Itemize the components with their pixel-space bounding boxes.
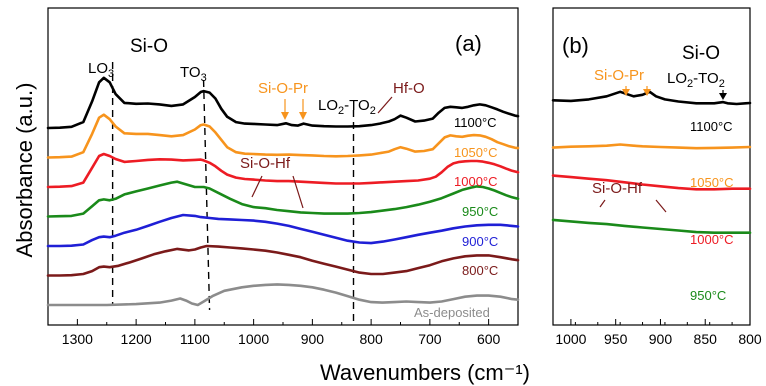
b-x-tick-label-1000: 1000	[555, 331, 586, 347]
panel-b-x-ticks: 1000 950 900 850 800	[552, 319, 762, 347]
b-x-tick-label-950: 950	[604, 331, 628, 347]
y-axis-label: Absorbance (a.u.)	[12, 83, 37, 258]
si-o-hf-pointer-2	[292, 175, 304, 209]
panel-a-reference-lines	[111, 62, 355, 322]
a-series-line-1000c	[46, 152, 520, 189]
a-x-tick-label-700: 700	[418, 331, 442, 347]
a-x-tick-label-800: 800	[359, 331, 383, 347]
series-label-as-deposited: As-deposited	[414, 305, 490, 320]
a-series-line-800c	[46, 244, 520, 277]
panel-b: 1000 950 900 850 800 (b) Si-O-Pr Si-O LO2-TO…	[551, 7, 762, 347]
series-label-1100c: 1100°C	[454, 115, 497, 130]
b-si-o-pr-arrow-1	[622, 86, 630, 96]
a-series-line-as-deposited	[46, 283, 520, 307]
a-x-tick-label-1200: 1200	[121, 331, 152, 347]
b-annotation-si-o-pr: Si-O-Pr	[594, 67, 644, 84]
si-o-pr-arrow-1	[281, 99, 289, 120]
annotation-lo3: LO3	[88, 60, 114, 80]
panel-a-label: (a)	[455, 31, 482, 56]
b-series-line-1050c	[551, 143, 752, 150]
a-x-tick-label-900: 900	[301, 331, 325, 347]
hf-o-pointer	[377, 96, 393, 114]
a-series-line-950c	[46, 180, 520, 218]
b-lo2-to2-arrow	[719, 90, 727, 100]
b-annotation-si-o-hf: Si-O-Hf	[592, 180, 643, 197]
series-label-800c: 800°C	[462, 263, 498, 278]
si-o-hf-pointer-1	[251, 175, 263, 198]
panel-a: 1300 1200 1100 1000 900 800 700 600 (a) Si-O LO…	[12, 7, 520, 347]
b-series-line-1100c	[551, 90, 752, 106]
series-label-950c: 950°C	[462, 204, 498, 219]
panel-a-x-ticks: 1300 1200 1100 1000 900 800 700 600	[47, 319, 519, 347]
panel-a-series-group	[46, 76, 520, 307]
annotation-si-o-hf: Si-O-Hf	[240, 155, 291, 172]
annotation-si-o: Si-O	[130, 36, 168, 57]
b-x-tick-label-900: 900	[649, 331, 673, 347]
a-series-line-1100c	[46, 76, 520, 130]
series-label-1000c: 1000°C	[454, 174, 498, 189]
b-annotation-si-o: Si-O	[682, 43, 720, 64]
a-x-tick-label-1100: 1100	[180, 331, 210, 347]
si-o-pr-arrow-2	[299, 99, 307, 120]
annotation-si-o-pr: Si-O-Pr	[258, 80, 308, 97]
x-axis-label: Wavenumbers (cm⁻¹)	[320, 360, 530, 385]
b-si-o-pr-arrow-2	[643, 86, 651, 96]
annotation-to3: TO3	[180, 64, 207, 84]
series-label-900c: 900°C	[462, 234, 498, 249]
b-series-label-1100c: 1100°C	[690, 119, 733, 134]
reference-line-1075	[202, 79, 211, 311]
a-x-tick-label-600: 600	[477, 331, 501, 347]
a-series-line-900c	[46, 213, 520, 248]
b-series-label-1000c: 1000°C	[690, 232, 734, 247]
b-si-o-hf-pointer-2	[655, 199, 667, 213]
b-annotation-lo2-to2: LO2-TO2	[667, 70, 725, 90]
a-series-line-1050c	[46, 113, 520, 159]
b-x-tick-label-800: 800	[738, 331, 762, 347]
b-si-o-hf-pointer-1	[599, 199, 606, 208]
b-x-tick-label-850: 850	[694, 331, 718, 347]
panel-b-series-group	[551, 90, 752, 234]
annotation-hf-o: Hf-O	[393, 80, 425, 97]
b-series-label-1050c: 1050°C	[690, 175, 734, 190]
b-series-line-950c	[551, 218, 752, 234]
annotation-lo2-to2: LO2-TO2	[318, 97, 376, 117]
a-x-tick-label-1000: 1000	[238, 331, 269, 347]
panel-b-frame	[552, 7, 751, 326]
b-series-label-950c: 950°C	[690, 288, 726, 303]
panel-b-label: (b)	[562, 33, 589, 58]
b-series-line-1000c	[551, 174, 752, 191]
series-label-1050c: 1050°C	[454, 145, 498, 160]
a-x-tick-label-1300: 1300	[62, 331, 93, 347]
